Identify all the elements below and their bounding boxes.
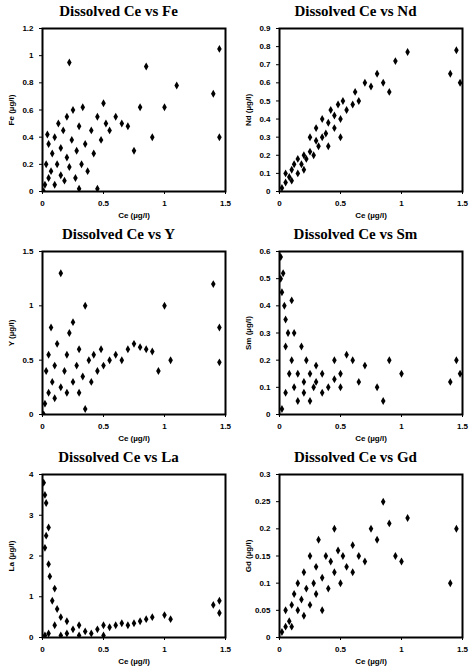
svg-text:0: 0: [277, 199, 282, 208]
svg-text:0.5: 0.5: [98, 645, 110, 654]
svg-text:0.2: 0.2: [259, 356, 271, 365]
svg-text:0.1: 0.1: [259, 579, 271, 588]
svg-text:0: 0: [29, 410, 34, 419]
svg-text:0: 0: [40, 199, 45, 208]
svg-text:0.3: 0.3: [259, 470, 271, 479]
svg-text:Ce (µg/l): Ce (µg/l): [355, 657, 387, 666]
svg-text:0.3: 0.3: [259, 133, 271, 142]
svg-text:0.4: 0.4: [259, 301, 271, 310]
svg-text:0.2: 0.2: [259, 151, 271, 160]
svg-text:0.6: 0.6: [259, 247, 271, 256]
svg-text:0.5: 0.5: [259, 274, 271, 283]
svg-text:0.6: 0.6: [22, 106, 34, 115]
svg-text:1.5: 1.5: [457, 199, 469, 208]
svg-text:0: 0: [266, 187, 271, 196]
svg-text:0.3: 0.3: [259, 329, 271, 338]
svg-text:1: 1: [162, 645, 167, 654]
svg-text:0.05: 0.05: [255, 606, 271, 615]
svg-text:Y (µg/l): Y (µg/l): [7, 319, 16, 346]
svg-text:1.5: 1.5: [457, 422, 469, 431]
svg-text:0: 0: [266, 410, 271, 419]
svg-text:0.4: 0.4: [259, 115, 271, 124]
svg-text:0.2: 0.2: [259, 524, 271, 533]
svg-text:2: 2: [29, 552, 34, 561]
html-text:Dissolved Ce vs Fe: Dissolved Ce vs Fe: [59, 3, 178, 19]
svg-text:0.1: 0.1: [259, 383, 271, 392]
html-text:Dissolved Ce vs La: Dissolved Ce vs La: [58, 449, 179, 465]
svg-text:1: 1: [399, 199, 404, 208]
html-text:Dissolved Ce vs Gd: Dissolved Ce vs Gd: [294, 449, 417, 465]
svg-text:1: 1: [399, 645, 404, 654]
svg-text:0.6: 0.6: [259, 78, 271, 87]
svg-text:0.5: 0.5: [335, 422, 347, 431]
svg-text:1.2: 1.2: [22, 24, 34, 33]
svg-text:1: 1: [29, 592, 34, 601]
svg-text:Nd (µg/l): Nd (µg/l): [244, 94, 253, 126]
svg-text:1.5: 1.5: [220, 199, 232, 208]
svg-text:0: 0: [29, 187, 34, 196]
html-text:Dissolved Ce vs Nd: Dissolved Ce vs Nd: [294, 3, 417, 19]
svg-text:0.5: 0.5: [335, 199, 347, 208]
svg-text:0: 0: [277, 645, 282, 654]
svg-text:0.2: 0.2: [22, 160, 34, 169]
svg-text:Fe (µg/l): Fe (µg/l): [7, 94, 16, 125]
svg-text:0.1: 0.1: [259, 169, 271, 178]
svg-text:0: 0: [266, 633, 271, 642]
html-text:Dissolved Ce vs Y: Dissolved Ce vs Y: [61, 226, 176, 242]
svg-text:Ce (µg/l): Ce (µg/l): [355, 434, 387, 443]
svg-text:1.5: 1.5: [22, 247, 34, 256]
svg-text:0.15: 0.15: [255, 552, 271, 561]
svg-text:Ce (µg/l): Ce (µg/l): [118, 657, 150, 666]
svg-text:0.4: 0.4: [22, 133, 34, 142]
svg-text:0.8: 0.8: [259, 42, 271, 51]
svg-text:1.5: 1.5: [220, 645, 232, 654]
html-text:Dissolved Ce vs Sm: Dissolved Ce vs Sm: [293, 226, 418, 242]
svg-text:La (µg/l): La (µg/l): [7, 540, 16, 571]
svg-text:0.5: 0.5: [335, 645, 347, 654]
svg-text:1.5: 1.5: [457, 645, 469, 654]
svg-text:4: 4: [29, 470, 34, 479]
svg-text:1: 1: [162, 422, 167, 431]
svg-text:Ce (µg/l): Ce (µg/l): [118, 211, 150, 220]
svg-text:Gd (µg/l): Gd (µg/l): [244, 539, 253, 572]
svg-text:0: 0: [40, 645, 45, 654]
svg-text:Ce (µg/l): Ce (µg/l): [355, 211, 387, 220]
svg-text:1: 1: [162, 199, 167, 208]
svg-text:0.5: 0.5: [98, 422, 110, 431]
svg-text:Sm (µg/l): Sm (µg/l): [244, 316, 253, 350]
svg-text:0.25: 0.25: [255, 497, 271, 506]
svg-text:0: 0: [40, 422, 45, 431]
svg-text:3: 3: [29, 511, 34, 520]
svg-text:1: 1: [29, 301, 34, 310]
svg-text:0: 0: [277, 422, 282, 431]
svg-text:0.5: 0.5: [259, 97, 271, 106]
svg-text:Ce (µg/l): Ce (µg/l): [118, 434, 150, 443]
svg-text:0.7: 0.7: [259, 60, 271, 69]
svg-text:1: 1: [399, 422, 404, 431]
svg-text:0: 0: [29, 633, 34, 642]
svg-text:0.8: 0.8: [22, 78, 34, 87]
svg-text:0.5: 0.5: [22, 356, 34, 365]
svg-text:0.9: 0.9: [259, 24, 271, 33]
svg-text:1: 1: [29, 51, 34, 60]
svg-text:0.5: 0.5: [98, 199, 110, 208]
svg-text:1.5: 1.5: [220, 422, 232, 431]
